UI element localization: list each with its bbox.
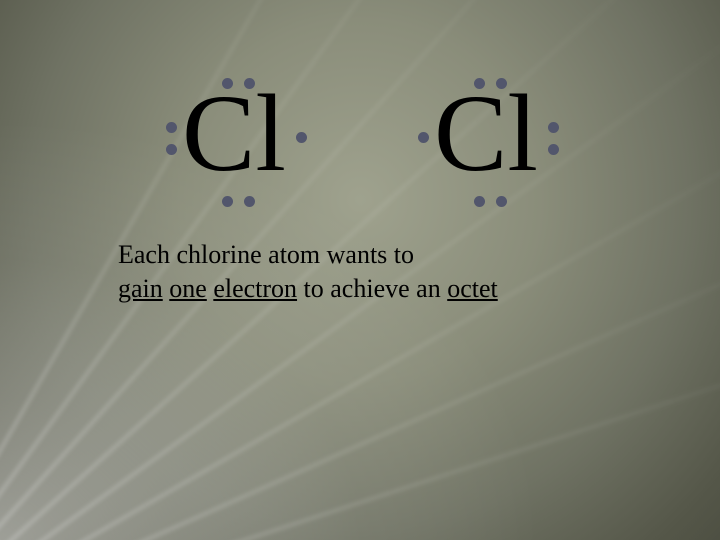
electron-dot (548, 122, 559, 133)
electron-dot (166, 122, 177, 133)
electron-dot (244, 78, 255, 89)
caption-text: Each chlorine atom wants to gain one ele… (118, 238, 638, 306)
caption-underline: electron (213, 274, 297, 303)
chlorine-atom-left: Cl (144, 78, 324, 228)
electron-dot (474, 196, 485, 207)
caption-underline: one (169, 274, 207, 303)
caption-underline: octet (447, 274, 498, 303)
caption-line1: Each chlorine atom wants to (118, 240, 414, 269)
slide: Cl Cl Each chlorine atom wants to gain o… (0, 0, 720, 540)
electron-dot (418, 132, 429, 143)
lewis-structures: Cl Cl (0, 78, 720, 228)
chlorine-atom-right: Cl (396, 78, 576, 228)
electron-dot (166, 144, 177, 155)
electron-dot (296, 132, 307, 143)
electron-dot (244, 196, 255, 207)
caption-mid: to achieve an (304, 274, 448, 303)
electron-dot (222, 196, 233, 207)
electron-dot (496, 78, 507, 89)
electron-dot (548, 144, 559, 155)
caption-underline: gain (118, 274, 163, 303)
electron-dot (474, 78, 485, 89)
electron-dot (496, 196, 507, 207)
electron-dot (222, 78, 233, 89)
light-ray (0, 317, 720, 540)
